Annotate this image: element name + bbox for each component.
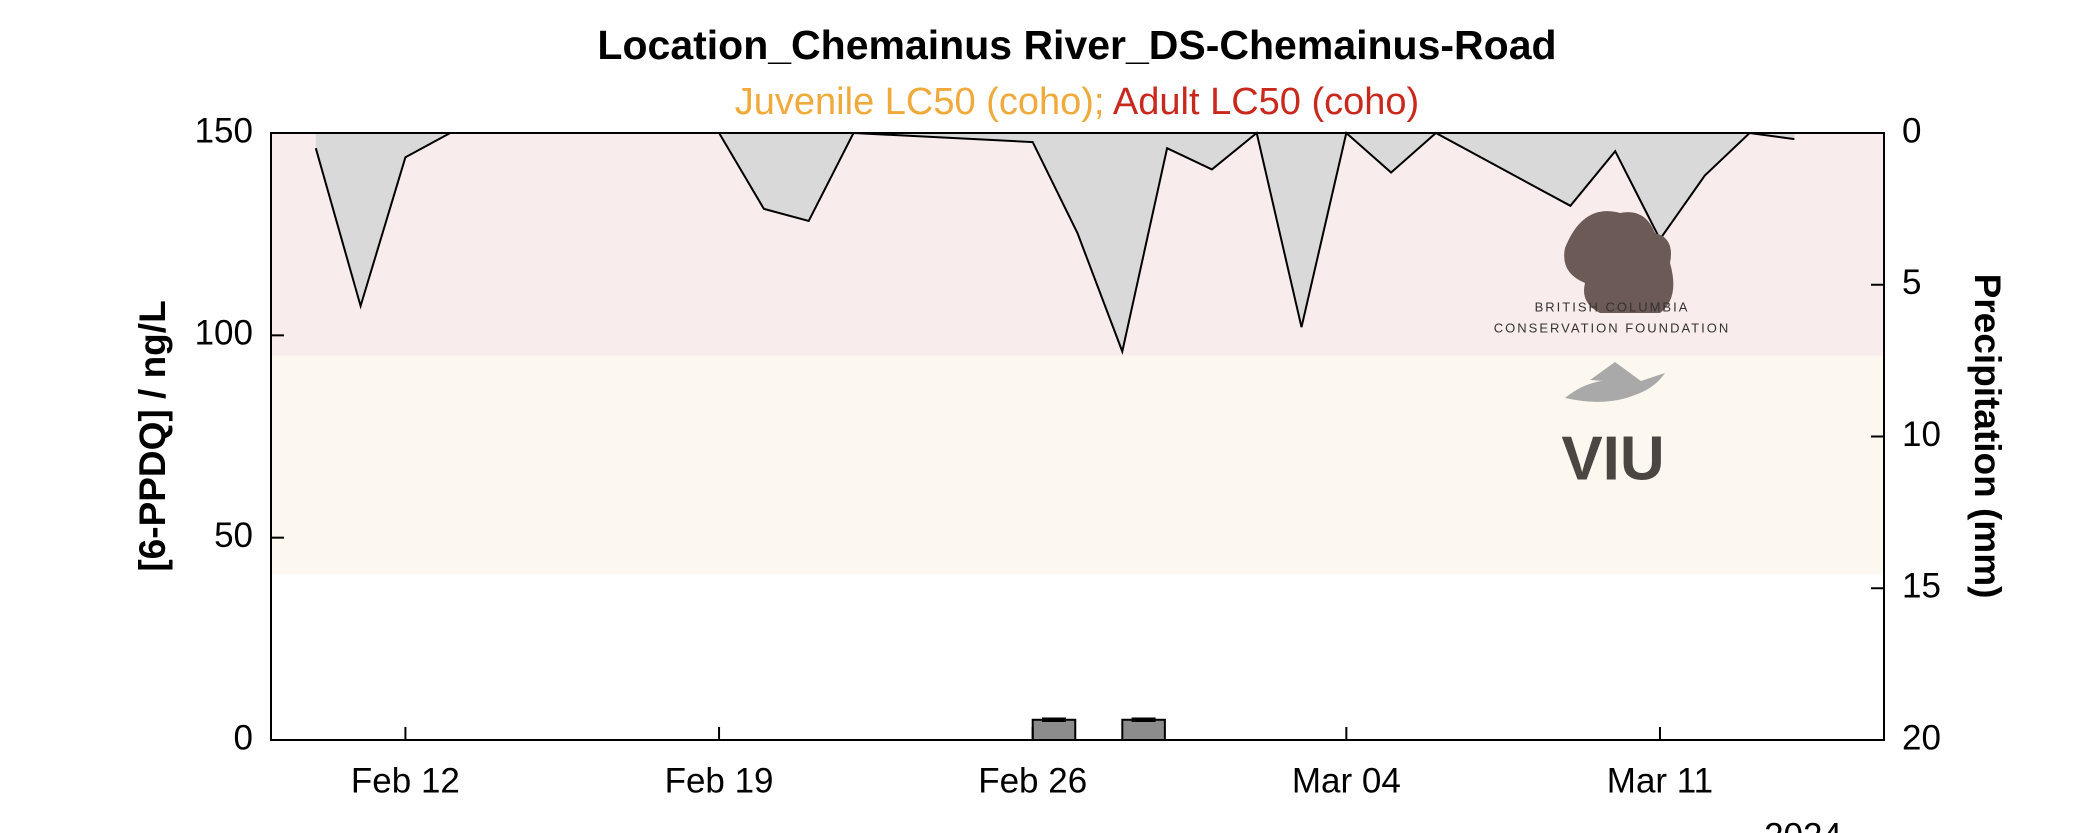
y2-tick-label: 20 [1902,718,1941,757]
y-tick-label: 100 [195,314,253,353]
logo-icon [1564,211,1674,313]
bar [1121,718,1166,741]
error-bar [1041,717,1066,722]
y-tick-label: 0 [234,718,253,757]
subtitle-part: Juvenile LC50 (coho); [735,81,1105,123]
y2-tick-label: 15 [1902,567,1941,606]
x-tick-label: Feb 19 [665,761,774,800]
y2-axis-label: Precipitation (mm) [1967,274,2008,599]
y2-tick-label: 0 [1902,111,1921,150]
y-axis-label: [6-PPDQ] / ng/L [132,300,173,571]
precipitation-area [315,133,1795,352]
x-tick-label: Feb 12 [351,761,460,800]
y2-tick-label: 5 [1902,263,1921,302]
y-tick-label: 50 [214,516,253,555]
x-tick-label: Mar 04 [1292,761,1401,800]
chart-subtitle: Juvenile LC50 (coho); Adult LC50 (coho) [735,81,1419,123]
error-bar [1131,717,1156,722]
x-tick-label: Feb 26 [978,761,1087,800]
y2-tick-label: 10 [1902,415,1941,454]
logo-text: CONSERVATION FOUNDATION [1494,320,1730,335]
bar [1031,718,1077,741]
logo-icon [1565,362,1665,402]
y-tick-label: 150 [195,111,253,150]
x-tick-label: Mar 11 [1607,761,1713,800]
logo-bccf [1564,211,1674,313]
subtitle-part: Adult LC50 (coho) [1113,81,1419,123]
chart-title: Location_Chemainus River_DS-Chemainus-Ro… [597,22,1556,68]
logo-text: BRITISH COLUMBIA [1535,299,1690,314]
logo-text: VIU [1561,424,1664,493]
x-year-label: 2024 [1764,816,1842,833]
